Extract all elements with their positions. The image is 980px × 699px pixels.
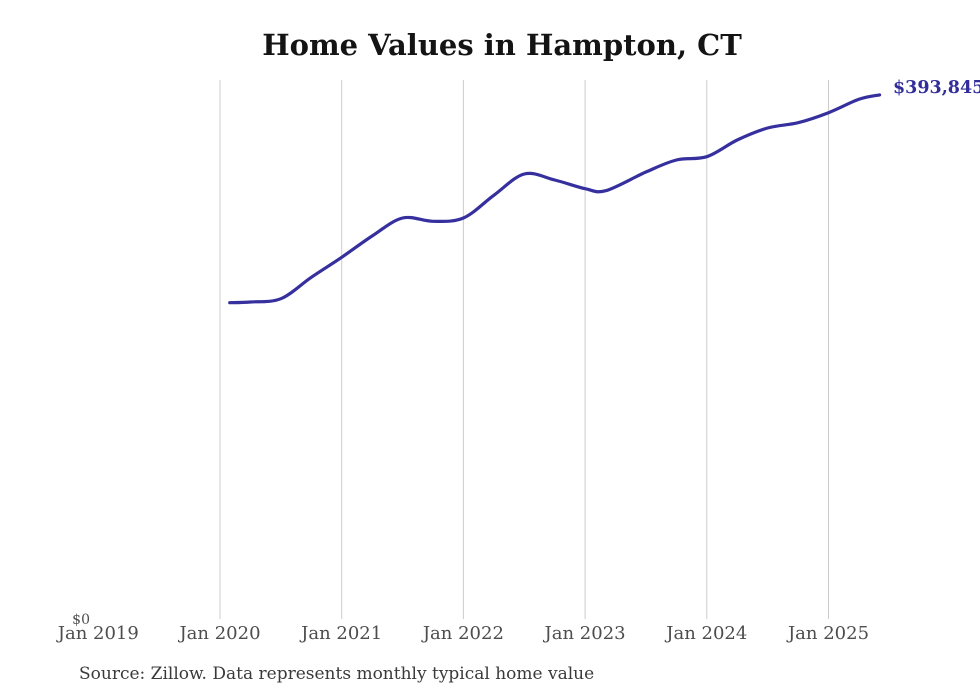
x-axis-label: Jan 2019 (57, 623, 139, 644)
y-axis-zero-label: $0 (72, 612, 90, 628)
chart-title: Home Values in Hampton, CT (262, 28, 742, 62)
x-axis-label: Jan 2025 (787, 623, 870, 644)
x-axis-label: Jan 2022 (422, 623, 504, 644)
source-note: Source: Zillow. Data represents monthly … (79, 664, 595, 684)
x-axis-label: Jan 2023 (544, 623, 626, 644)
x-axis-label: Jan 2020 (179, 623, 261, 644)
end-value-label: $393,845 (893, 78, 980, 98)
x-axis-label: Jan 2024 (666, 623, 748, 644)
home-values-line (228, 93, 882, 305)
x-axis-label: Jan 2021 (301, 623, 383, 644)
